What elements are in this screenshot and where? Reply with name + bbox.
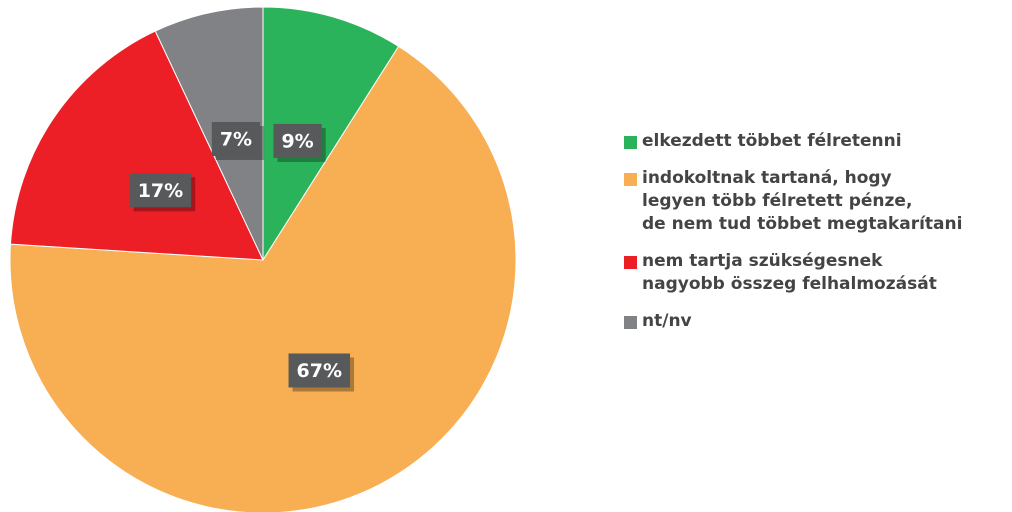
label-box (211, 121, 261, 156)
legend-label: indokoltnak tartaná, hogy legyen több fé… (642, 168, 963, 234)
legend: elkezdett többet félretenni indokoltnak t… (624, 130, 1009, 347)
label-box (129, 173, 192, 208)
legend-swatch (624, 256, 637, 269)
label-box (273, 123, 322, 158)
value-label: 17% (138, 180, 183, 202)
legend-label: nem tartja szükségesnek nagyobb összeg f… (642, 251, 937, 294)
pie-slice (9, 45, 517, 512)
label-box (288, 353, 351, 388)
legend-item: nem tartja szükségesnek nagyobb összeg f… (624, 250, 1009, 296)
legend-swatch (624, 316, 637, 329)
pie-chart: 9% 67% 17% 7% (9, 6, 517, 512)
legend-item: elkezdett többet félretenni (624, 130, 1009, 153)
legend-swatch (624, 173, 637, 186)
pie-slice (262, 6, 400, 262)
legend-item: nt/nv (624, 310, 1009, 333)
pie-slice (154, 6, 264, 261)
legend-swatch (624, 136, 637, 149)
value-label: 7% (220, 128, 252, 150)
legend-label: elkezdett többet félretenni (642, 131, 902, 151)
value-label: 9% (281, 130, 313, 152)
legend-label: nt/nv (642, 311, 692, 331)
legend-item: indokoltnak tartaná, hogy legyen több fé… (624, 167, 1009, 236)
value-label: 67% (297, 360, 342, 382)
pie-slice (9, 30, 264, 261)
